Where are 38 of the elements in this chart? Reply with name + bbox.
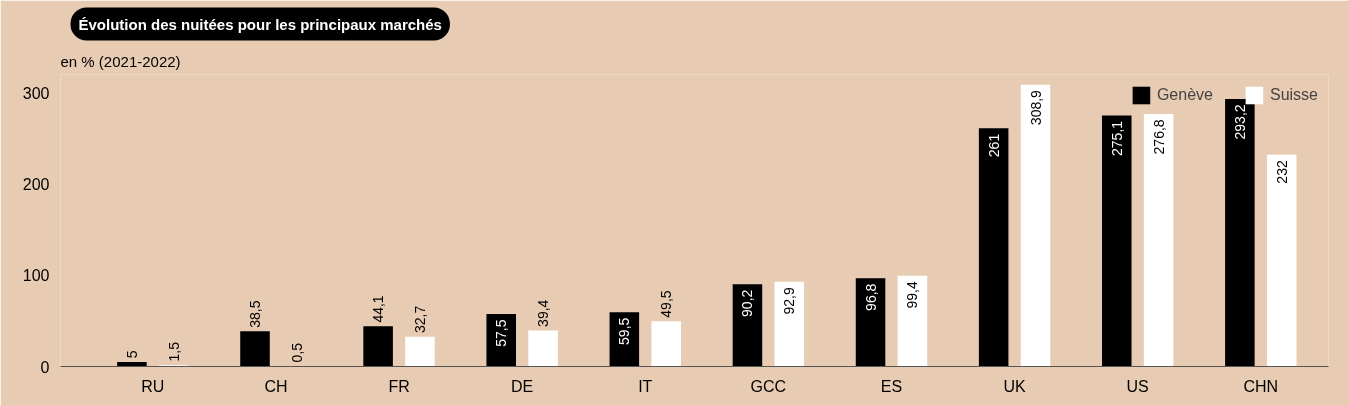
data-label: 293,2 [1231,104,1248,140]
data-label: 5 [123,350,140,359]
data-label: 32,7 [411,305,428,334]
data-label: 232 [1273,160,1290,184]
data-label: 49,5 [658,290,675,318]
x-tick-label: CHN [1243,377,1279,395]
y-tick-label: 100 [22,267,50,285]
data-label: 1,5 [165,341,182,362]
data-label: 276,8 [1150,119,1167,155]
data-label: 275,1 [1108,120,1125,156]
y-tick-label: 300 [22,84,50,102]
x-tick-label: FR [388,377,410,395]
data-label: 261 [985,133,1002,158]
x-tick-label: US [1126,377,1149,395]
x-tick-label: CH [264,377,288,395]
x-tick-label: ES [880,377,903,395]
data-label: 39,4 [535,299,552,327]
chart-subtitle: en % (2021-2022) [60,52,181,70]
x-tick-label: DE [511,377,534,395]
data-label: 96,8 [862,283,879,311]
chart-title: Évolution des nuitées pour les principaux marchés [78,15,442,33]
legend-label: Genève [1156,86,1213,104]
data-label: 308,9 [1027,89,1044,126]
data-label: 90,2 [739,289,756,317]
data-label: 44,1 [370,295,387,323]
data-label: 59,5 [616,317,633,345]
x-tick-label: RU [141,377,165,395]
x-tick-label: IT [638,377,653,395]
data-label: 99,4 [904,281,921,309]
data-label: 57,5 [493,319,510,347]
legend-label: Suisse [1269,86,1318,104]
data-label: 0,5 [288,342,305,363]
data-label: 38,5 [247,300,264,328]
x-tick-label: UK [1003,377,1027,395]
y-tick-label: 200 [22,176,50,193]
y-tick-label: 0 [40,358,50,376]
data-label: 92,9 [781,286,798,315]
x-tick-label: GCC [750,377,787,395]
